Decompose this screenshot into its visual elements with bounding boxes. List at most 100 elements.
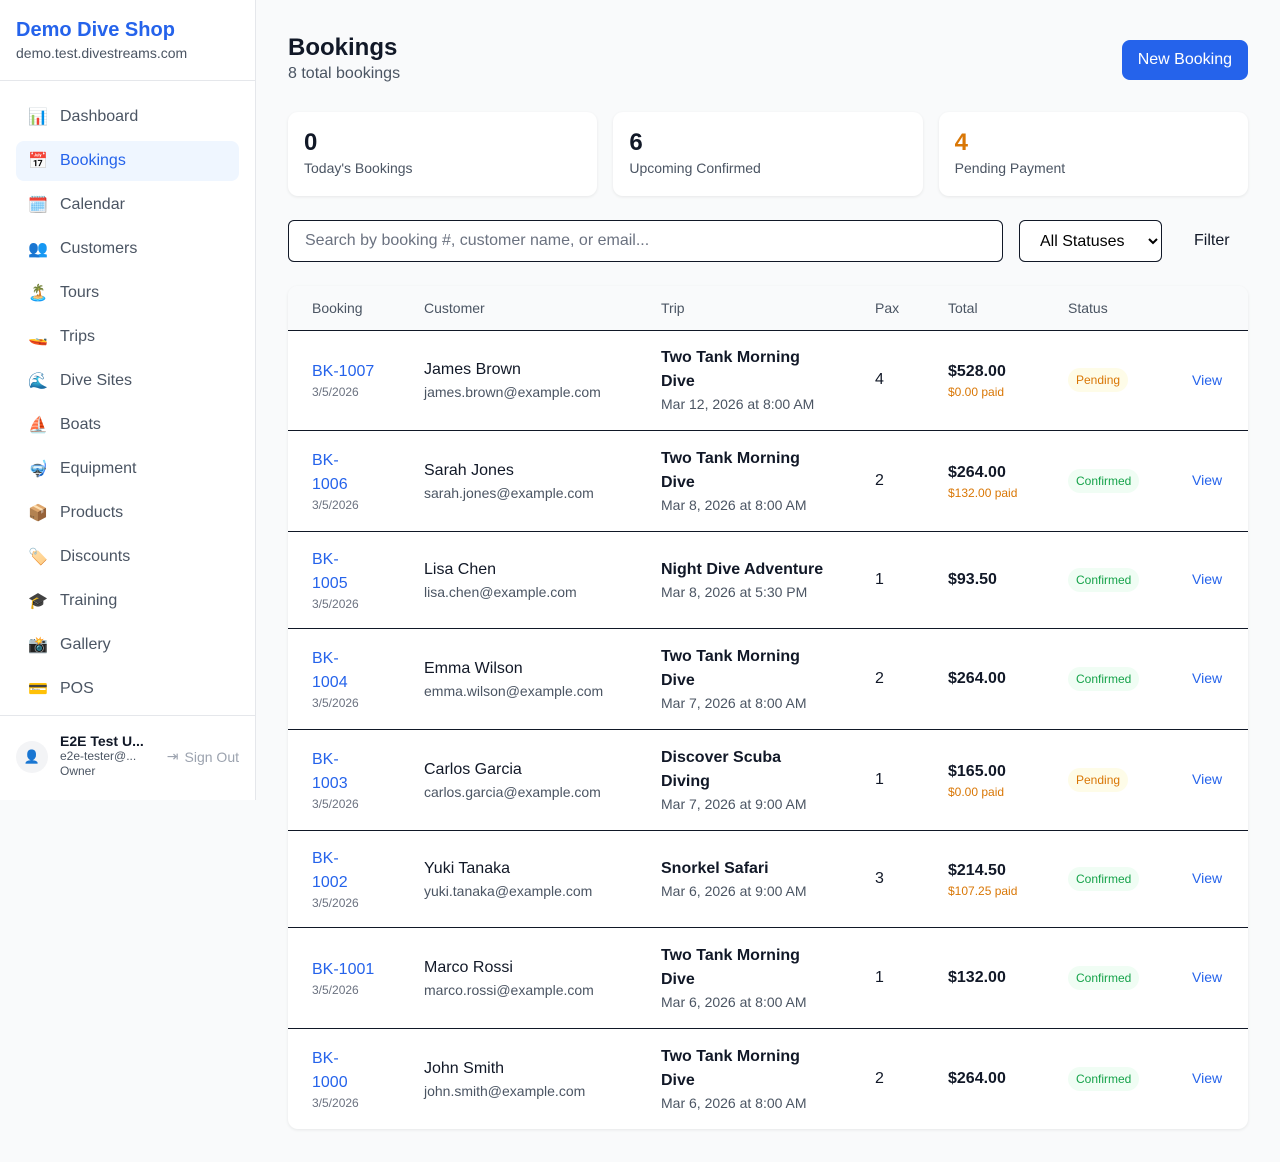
- booking-link[interactable]: BK-1002: [312, 849, 348, 891]
- new-booking-button[interactable]: New Booking: [1121, 40, 1248, 80]
- gallery-icon: 📸: [28, 637, 48, 654]
- sidebar-item-boats[interactable]: ⛵ Boats: [16, 405, 239, 445]
- sidebar-item-label: Dive Sites: [60, 372, 133, 389]
- view-link[interactable]: View: [1192, 371, 1223, 388]
- sidebar-item-trips[interactable]: 🚤 Trips: [16, 317, 239, 357]
- sidebar-item-equipment[interactable]: 🤿 Equipment: [16, 449, 239, 489]
- status-select[interactable]: All Statuses: [1019, 220, 1162, 262]
- trip-date: Mar 7, 2026 at 9:00 AM: [661, 795, 807, 812]
- trip-name: Two Tank Morning Dive: [661, 349, 800, 390]
- sidebar-nav: 📊 Dashboard 📅 Bookings 🗓️ Calendar 👥 Customers 🏝…: [0, 81, 255, 709]
- booking-date: 3/5/2026: [312, 385, 359, 399]
- table-row: BK-1007 3/5/2026 James Brown james.brown@e…: [288, 330, 1248, 431]
- trip-name: Two Tank Morning Dive: [661, 1047, 800, 1089]
- customer-email: yuki.tanaka@example.com: [424, 882, 593, 899]
- bookings-table: Booking Customer Trip Pax Total Status BK-100…: [288, 286, 1248, 1129]
- sidebar-item-training[interactable]: 🎓 Training: [16, 581, 239, 621]
- pax: 1: [875, 531, 948, 629]
- view-link[interactable]: View: [1192, 472, 1223, 488]
- total: $214.50: [948, 861, 1006, 879]
- calendar-icon: 🗓️: [28, 197, 48, 214]
- status-badge: Confirmed: [1068, 1066, 1140, 1091]
- trip-name: Night Dive Adventure: [661, 560, 824, 578]
- status-badge: Pending: [1068, 767, 1129, 792]
- trip-name: Two Tank Morning Dive: [661, 946, 800, 988]
- user-role: Owner: [60, 764, 96, 778]
- table-row: BK-1002 3/5/2026 Yuki Tanaka yuki.tanaka@e…: [288, 830, 1248, 928]
- brand: Demo Dive Shop demo.test.divestreams.com: [0, 0, 255, 81]
- paid-amount: $107.25 paid: [948, 883, 1018, 898]
- sidebar-item-dashboard[interactable]: 📊 Dashboard: [16, 97, 239, 137]
- trip-name: Snorkel Safari: [661, 859, 769, 877]
- column-header: Customer: [424, 286, 661, 331]
- sidebar-item-pos[interactable]: 💳 POS: [16, 669, 239, 709]
- view-link[interactable]: View: [1192, 969, 1223, 985]
- sidebar-item-products[interactable]: 📦 Products: [16, 493, 239, 533]
- customer-name: James Brown: [424, 361, 521, 378]
- sidebar-item-label: Dashboard: [60, 108, 139, 125]
- booking-link[interactable]: BK-1001: [312, 960, 375, 978]
- sign-out-button[interactable]: ⇥ Sign Out: [167, 748, 239, 765]
- user-email: e2e-tester@...: [60, 749, 137, 763]
- pax: 1: [875, 927, 948, 1029]
- stat-label: Pending Payment: [954, 160, 1066, 176]
- sign-out-label: Sign Out: [184, 748, 239, 765]
- customer-name: Lisa Chen: [424, 560, 497, 578]
- user-icon: 👤: [16, 740, 48, 773]
- table-row: BK-1000 3/5/2026 John Smith john.smith@exa…: [288, 1028, 1248, 1129]
- dive-sites-icon: 🌊: [28, 373, 48, 390]
- trip-date: Mar 12, 2026 at 8:00 AM: [661, 396, 815, 412]
- trip-date: Mar 7, 2026 at 8:00 AM: [661, 694, 807, 711]
- filter-button[interactable]: Filter: [1178, 232, 1246, 250]
- sidebar-item-label: Bookings: [60, 152, 126, 169]
- total: $93.50: [948, 570, 997, 588]
- shop-name[interactable]: Demo Dive Shop: [16, 19, 175, 41]
- booking-link[interactable]: BK-1003: [312, 750, 348, 792]
- customer-email: lisa.chen@example.com: [424, 583, 577, 600]
- view-link[interactable]: View: [1192, 870, 1223, 886]
- booking-date: 3/5/2026: [312, 796, 359, 811]
- search-input[interactable]: [288, 220, 1003, 262]
- customer-name: Emma Wilson: [424, 659, 523, 677]
- paid-amount: $0.00 paid: [948, 385, 1005, 399]
- sidebar-item-label: POS: [60, 680, 94, 697]
- sidebar-item-customers[interactable]: 👥 Customers: [16, 229, 239, 269]
- customer-email: emma.wilson@example.com: [424, 682, 604, 699]
- booking-link[interactable]: BK-1005: [312, 550, 348, 592]
- view-link[interactable]: View: [1192, 571, 1223, 587]
- view-link[interactable]: View: [1192, 1070, 1223, 1087]
- status-badge: Confirmed: [1068, 965, 1140, 990]
- table-row: BK-1003 3/5/2026 Carlos Garcia carlos.garc…: [288, 729, 1248, 831]
- sidebar-item-bookings[interactable]: 📅 Bookings: [16, 141, 239, 181]
- sidebar-item-tours[interactable]: 🏝️ Tours: [16, 273, 239, 313]
- booking-link[interactable]: BK-1007: [312, 363, 375, 380]
- sidebar-item-label: Trips: [60, 328, 95, 345]
- sidebar-item-dive-sites[interactable]: 🌊 Dive Sites: [16, 361, 239, 401]
- total: $264.00: [948, 1069, 1006, 1087]
- status-badge: Confirmed: [1068, 567, 1140, 592]
- view-link[interactable]: View: [1192, 670, 1223, 686]
- status-badge: Confirmed: [1068, 666, 1140, 691]
- trip-date: Mar 8, 2026 at 5:30 PM: [661, 583, 808, 600]
- booking-link[interactable]: BK-1004: [312, 649, 348, 691]
- trip-name: Two Tank Morning Dive: [661, 449, 800, 491]
- booking-date: 3/5/2026: [312, 596, 359, 611]
- status-badge: Confirmed: [1068, 866, 1140, 891]
- stats-row: 0 Today's Bookings 6 Upcoming Confirmed 4 Pen…: [288, 112, 1248, 196]
- pax: 1: [875, 729, 948, 831]
- sidebar-item-calendar[interactable]: 🗓️ Calendar: [16, 185, 239, 225]
- sidebar-item-label: Equipment: [60, 460, 137, 477]
- booking-link[interactable]: BK-1000: [312, 1049, 348, 1091]
- filters: All Statuses Filter: [288, 220, 1248, 262]
- sidebar-item-label: Gallery: [60, 636, 111, 653]
- sidebar-item-discounts[interactable]: 🏷️ Discounts: [16, 537, 239, 577]
- customer-email: marco.rossi@example.com: [424, 981, 594, 998]
- status-badge: Confirmed: [1068, 468, 1140, 493]
- customer-name: Yuki Tanaka: [424, 859, 510, 877]
- view-link[interactable]: View: [1192, 771, 1223, 787]
- trip-date: Mar 8, 2026 at 8:00 AM: [661, 496, 807, 513]
- customers-icon: 👥: [28, 241, 48, 258]
- sidebar-item-gallery[interactable]: 📸 Gallery: [16, 625, 239, 665]
- booking-link[interactable]: BK-1006: [312, 451, 348, 493]
- user-panel: 👤 E2E Test U... e2e-tester@... Owner ⇥ S…: [0, 715, 255, 797]
